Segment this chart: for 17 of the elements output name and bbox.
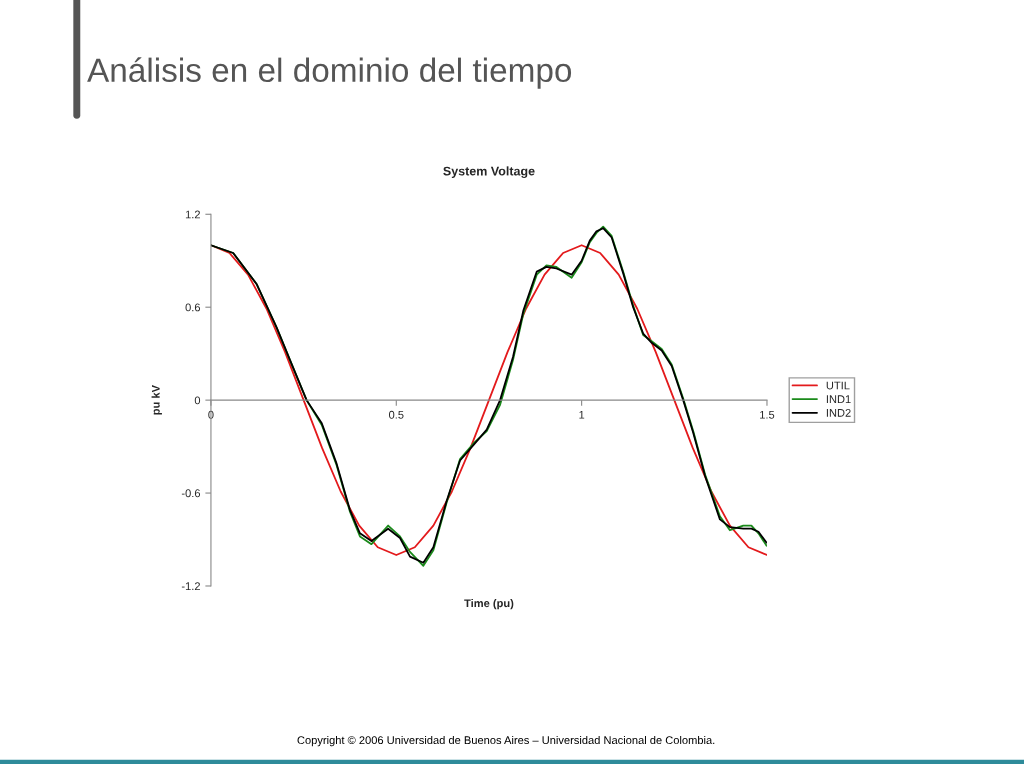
x-axis-title: Time (pu): [464, 598, 514, 610]
y-tick-label: 0.6: [185, 303, 201, 312]
y-axis-title: pu kV: [151, 385, 162, 415]
chart-title: System Voltage: [443, 166, 535, 179]
x-tick-label: 1: [579, 410, 585, 419]
legend-label: UTIL: [826, 381, 850, 390]
x-tick-label: 0.5: [389, 410, 404, 419]
legend-label: IND2: [826, 408, 851, 417]
legend-label: IND1: [826, 395, 851, 403]
x-tick-label: 1.5: [760, 410, 775, 419]
text: Análisis en el dominio del tiempo: [87, 57, 572, 89]
text: Copyright © 2006 Universidad de Buenos Aires – Universidad Nacional de Colombia.: [297, 735, 715, 747]
y-tick-label: 1.2: [185, 210, 200, 219]
y-tick-label: 0: [194, 396, 201, 405]
y-tick-label: -1.2: [181, 582, 200, 591]
y-tick-label: -0.6: [181, 489, 201, 498]
x-tick-label: 0: [208, 410, 214, 419]
